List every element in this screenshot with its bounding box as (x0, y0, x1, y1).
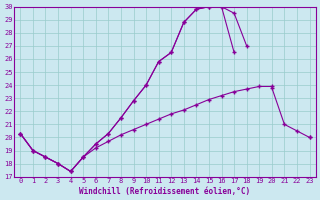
X-axis label: Windchill (Refroidissement éolien,°C): Windchill (Refroidissement éolien,°C) (79, 187, 251, 196)
